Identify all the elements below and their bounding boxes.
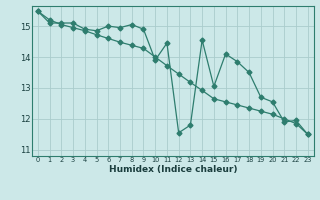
X-axis label: Humidex (Indice chaleur): Humidex (Indice chaleur) (108, 165, 237, 174)
